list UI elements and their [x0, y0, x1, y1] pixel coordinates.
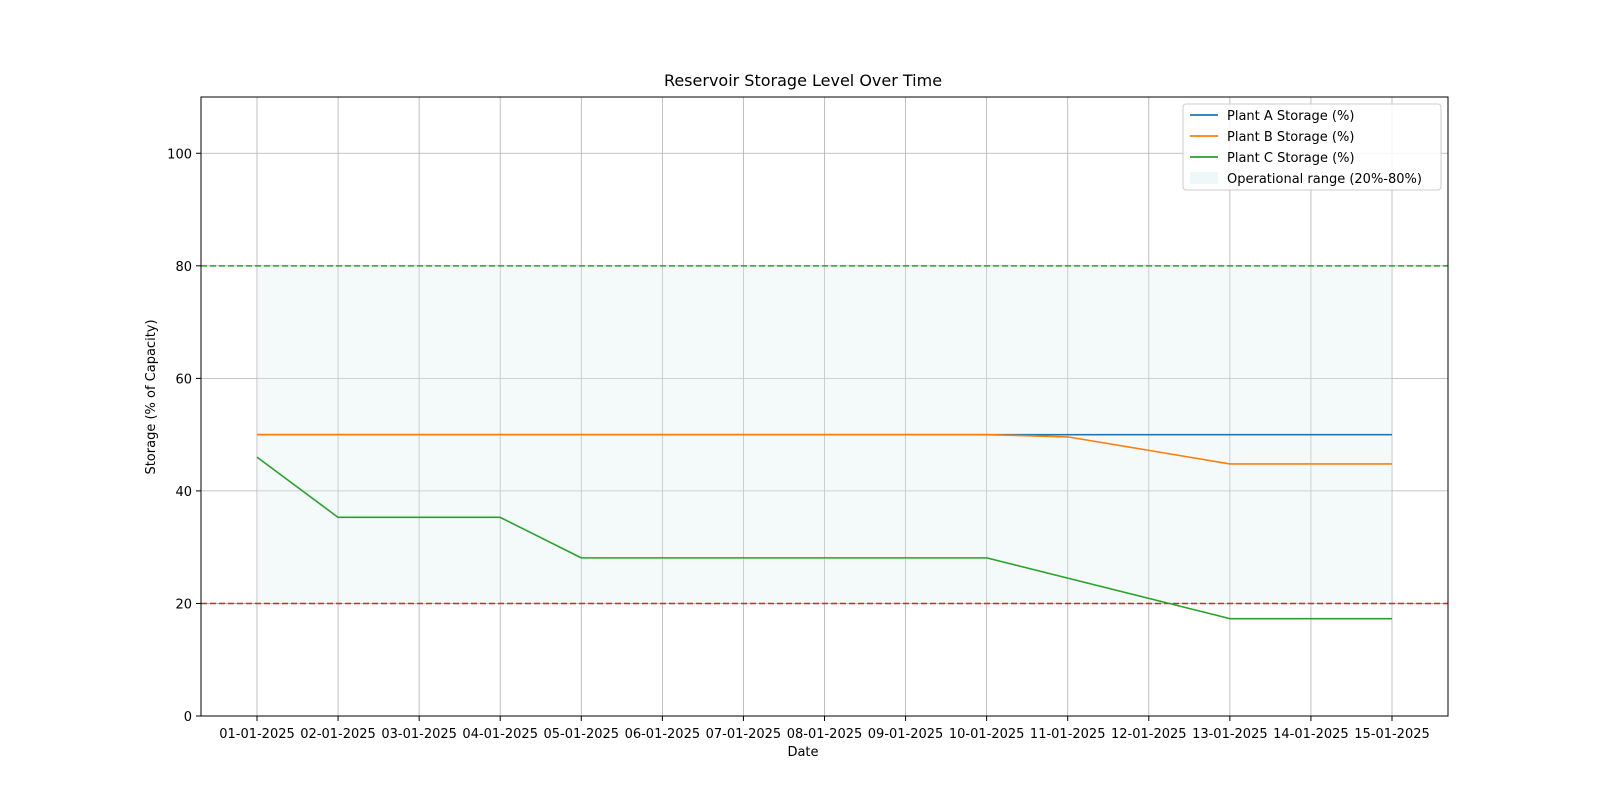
legend: Plant A Storage (%) Plant B Storage (%) Pl… [1182, 103, 1442, 191]
x-tick-label: 01-01-2025 [219, 727, 295, 742]
series-lines [256, 433, 1392, 620]
reference-lines [201, 265, 1448, 605]
legend-label-2: Plant B Storage (%) [1227, 130, 1354, 145]
x-tick-label: 06-01-2025 [625, 727, 701, 742]
x-tick-label: 02-01-2025 [300, 727, 376, 742]
legend-label-band: Operational range (20%-80%) [1227, 172, 1422, 187]
x-tick-label: 07-01-2025 [706, 727, 782, 742]
x-tick-label: 12-01-2025 [1111, 727, 1187, 742]
y-tick-label: 80 [175, 260, 192, 275]
x-axis-label: Date [787, 745, 818, 760]
x-tick-label: 10-01-2025 [949, 727, 1025, 742]
chart-title: Reservoir Storage Level Over Time [664, 71, 942, 90]
series-line-2 [257, 433, 1392, 465]
x-ticks: 01-01-2025 02-01-2025 03-01-2025 04-01-2025… [219, 716, 1430, 742]
legend-swatch-band [1190, 172, 1218, 184]
y-axis-label: Storage (% of Capacity) [144, 319, 159, 474]
x-tick-label: 14-01-2025 [1273, 727, 1349, 742]
y-ticks: 0 20 40 60 80 100 [167, 147, 201, 725]
x-tick-label: 05-01-2025 [544, 727, 620, 742]
x-tick-label: 09-01-2025 [868, 727, 944, 742]
legend-label-3: Plant C Storage (%) [1227, 151, 1355, 166]
x-tick-label: 13-01-2025 [1192, 727, 1268, 742]
legend-label-1: Plant A Storage (%) [1227, 109, 1354, 124]
y-tick-label: 0 [184, 710, 192, 725]
x-tick-label: 15-01-2025 [1354, 727, 1430, 742]
y-tick-label: 40 [175, 485, 192, 500]
x-tick-label: 11-01-2025 [1030, 727, 1106, 742]
x-tick-label: 04-01-2025 [462, 727, 538, 742]
series-line-3 [256, 456, 1392, 620]
y-tick-label: 100 [167, 147, 192, 162]
legend-box [1182, 103, 1442, 191]
x-tick-label: 08-01-2025 [787, 727, 863, 742]
y-tick-label: 20 [175, 597, 192, 612]
y-tick-label: 60 [175, 372, 192, 387]
x-tick-label: 03-01-2025 [381, 727, 457, 742]
